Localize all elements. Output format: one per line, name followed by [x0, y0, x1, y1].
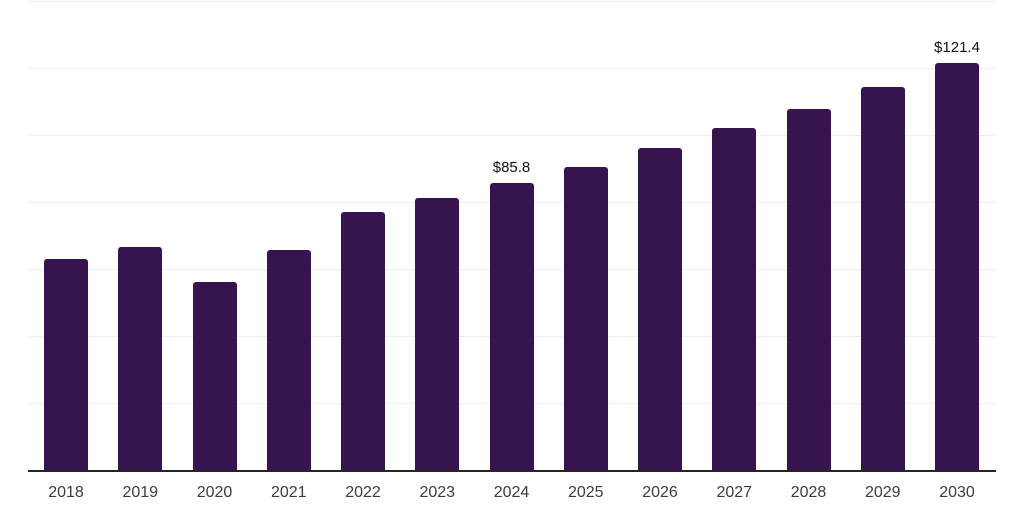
bar-2026	[638, 148, 682, 470]
bar-2025	[563, 166, 608, 470]
bar-2023	[415, 197, 460, 470]
value-label-2024: $85.8	[492, 158, 531, 176]
bar-2024	[489, 182, 534, 470]
x-tick-2018: 2018	[48, 484, 84, 501]
bar-2030	[935, 63, 979, 470]
x-tick-2025: 2025	[567, 484, 604, 501]
x-tick-2028: 2028	[790, 484, 827, 501]
plot-area: $85.8 $121.4	[28, 0, 996, 472]
gridline	[28, 135, 996, 136]
bar-2027	[712, 128, 757, 470]
x-tick-2020: 2020	[196, 484, 233, 501]
value-label-2030: $121.4	[934, 39, 980, 57]
x-tick-2021: 2021	[270, 484, 307, 501]
x-tick-2019: 2019	[122, 484, 159, 501]
bar-2029	[860, 86, 905, 470]
x-tick-2023: 2023	[419, 484, 456, 501]
x-axis-line	[28, 470, 996, 472]
bar-2019	[118, 246, 163, 470]
x-tick-2024: 2024	[493, 484, 530, 501]
bar-2020	[192, 281, 237, 470]
x-tick-2027: 2027	[716, 484, 753, 501]
gridline	[28, 1, 996, 2]
bar-2022	[341, 212, 385, 470]
x-tick-2029: 2029	[864, 484, 901, 501]
x-tick-2022: 2022	[345, 484, 381, 501]
bar-2028	[786, 108, 831, 470]
x-tick-2030: 2030	[939, 484, 975, 501]
x-tick-2026: 2026	[642, 484, 678, 501]
bar-2021	[266, 249, 311, 470]
gridline	[28, 68, 996, 69]
bar-2018	[44, 259, 88, 470]
